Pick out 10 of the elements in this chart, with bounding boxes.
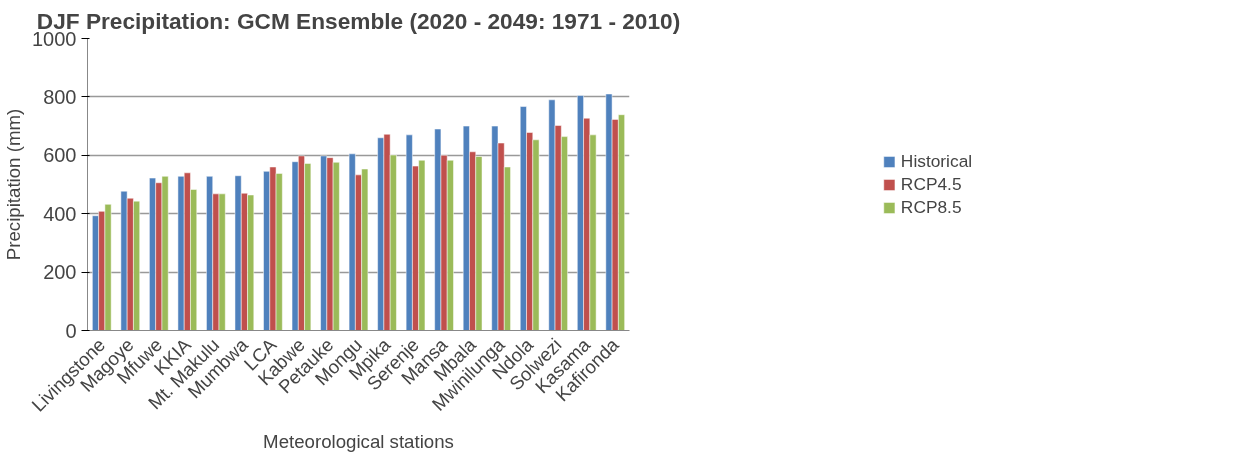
y-tick-label: 400 — [43, 202, 77, 225]
x-axis-title: Meteorological stations — [263, 431, 454, 453]
y-axis-title: Precipitation (mm) — [3, 108, 25, 261]
y-tick-label: 600 — [43, 144, 77, 167]
legend-label: RCP8.5 — [900, 196, 962, 218]
legend-label: Historical — [900, 150, 973, 172]
y-tick-label: 0 — [65, 319, 77, 342]
y-tick-label: 200 — [43, 261, 77, 284]
legend-label: RCP4.5 — [900, 173, 962, 195]
y-tick-label: 800 — [43, 85, 77, 108]
